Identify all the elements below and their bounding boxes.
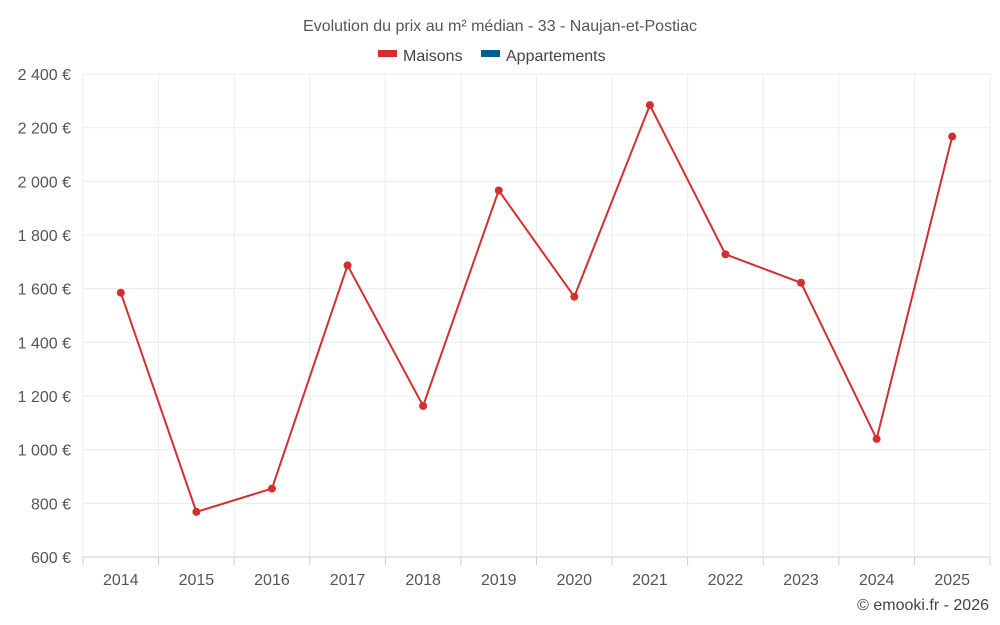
data-point[interactable]: [721, 250, 730, 259]
data-point[interactable]: [948, 132, 957, 141]
legend: Maisons Appartements: [378, 48, 606, 65]
y-tick-label: 1 800 €: [18, 228, 71, 245]
y-tick-label: 2 400 €: [18, 67, 71, 84]
legend-label-maisons[interactable]: Maisons: [403, 48, 463, 65]
x-axis-ticks: 2014 2015 2016 2017 2018 2019 2020 2021 2022 2023…: [103, 572, 970, 589]
x-tick-label: 2023: [783, 572, 819, 589]
data-point[interactable]: [419, 401, 428, 410]
legend-swatch-appartements: [481, 50, 500, 57]
legend-swatch-maisons: [378, 50, 397, 57]
x-tick-label: 2016: [254, 572, 290, 589]
data-point[interactable]: [494, 186, 503, 195]
x-tick-label: 2024: [859, 572, 895, 589]
grid-lines: [82, 73, 991, 565]
data-point[interactable]: [267, 484, 276, 493]
series-line-maisons: [119, 104, 954, 513]
y-tick-label: 1 600 €: [18, 282, 71, 299]
x-tick-label: 2022: [708, 572, 744, 589]
x-tick-label: 2014: [103, 572, 139, 589]
x-tick-label: 2017: [330, 572, 366, 589]
y-tick-label: 1 400 €: [18, 335, 71, 352]
y-tick-label: 1 200 €: [18, 389, 71, 406]
data-point[interactable]: [570, 292, 579, 301]
data-point[interactable]: [645, 101, 654, 110]
y-tick-label: 800 €: [31, 496, 71, 513]
data-point[interactable]: [116, 288, 125, 297]
x-tick-label: 2025: [934, 572, 970, 589]
x-tick-label: 2015: [179, 572, 215, 589]
y-tick-label: 1 000 €: [18, 443, 71, 460]
x-tick-label: 2018: [405, 572, 441, 589]
y-tick-label: 600 €: [31, 550, 71, 567]
credit-text: © emooki.fr - 2026: [857, 597, 989, 614]
data-point[interactable]: [192, 507, 201, 516]
series-maisons: [116, 101, 957, 516]
data-point[interactable]: [797, 278, 806, 287]
legend-label-appartements[interactable]: Appartements: [506, 48, 606, 65]
y-axis-ticks: 600 € 800 € 1 000 € 1 200 € 1 400 € 1 600 € 1 …: [18, 67, 71, 567]
data-point[interactable]: [343, 261, 352, 270]
x-tick-label: 2021: [632, 572, 668, 589]
y-tick-label: 2 200 €: [18, 121, 71, 138]
data-point[interactable]: [872, 434, 881, 443]
x-tick-label: 2019: [481, 572, 517, 589]
y-tick-label: 2 000 €: [18, 174, 71, 191]
chart-title: Evolution du prix au m² médian - 33 - Na…: [303, 18, 697, 35]
x-tick-label: 2020: [556, 572, 592, 589]
